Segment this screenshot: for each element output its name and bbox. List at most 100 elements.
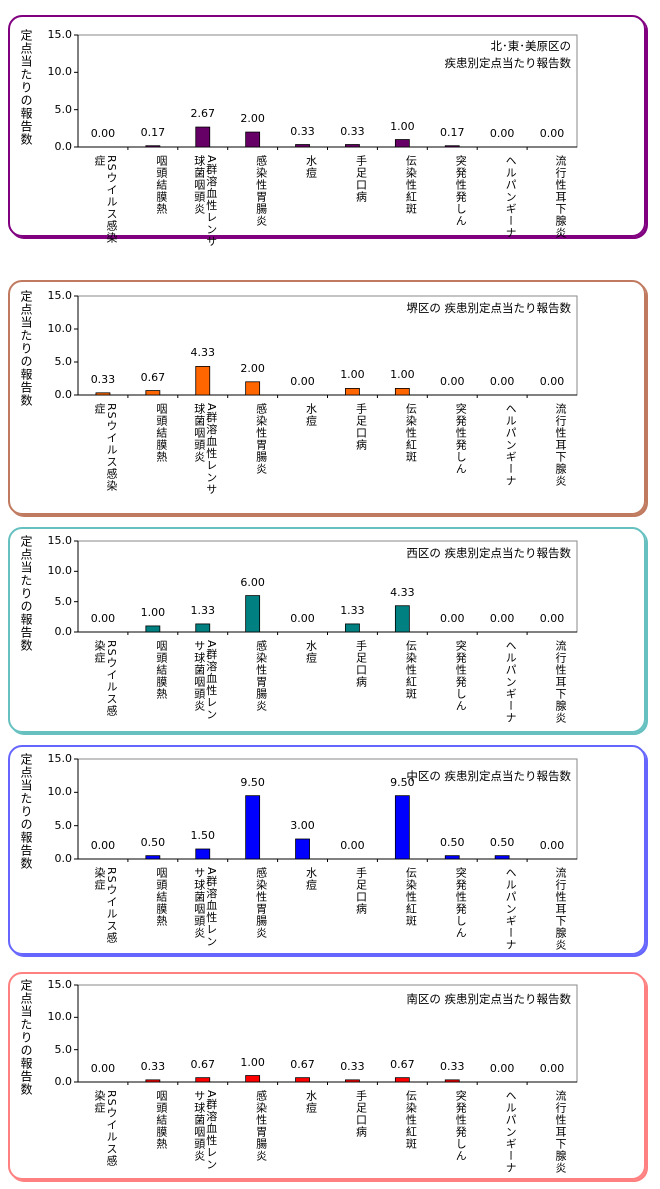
category-label: 流行性耳下腺炎 bbox=[554, 155, 568, 239]
category-label: RSウイルス感染症 bbox=[92, 867, 118, 944]
category-label: 伝染性紅斑 bbox=[404, 1090, 418, 1150]
value-label: 0.00 bbox=[539, 375, 565, 388]
chart-panel bbox=[8, 280, 646, 515]
value-label: 2.00 bbox=[240, 112, 265, 126]
value-label: 0.00 bbox=[539, 612, 565, 625]
category-label: 流行性耳下腺炎 bbox=[554, 1090, 568, 1174]
value-label: 0.00 bbox=[90, 839, 116, 852]
plot-area bbox=[77, 984, 578, 1083]
bar bbox=[245, 131, 261, 148]
category-label: 感染性胃腸炎 bbox=[254, 640, 268, 712]
bar bbox=[345, 144, 360, 148]
value-label: 0.67 bbox=[190, 1057, 216, 1071]
bar bbox=[394, 605, 410, 633]
plot-area bbox=[77, 758, 578, 860]
value-label: 1.33 bbox=[190, 603, 216, 617]
value-label: 1.00 bbox=[240, 1055, 265, 1069]
value-label: 0.67 bbox=[290, 1057, 315, 1071]
category-label: 感染性胃腸炎 bbox=[254, 867, 268, 939]
category-label: A群溶血性レンサ球菌咽頭炎 bbox=[192, 155, 218, 248]
category-label: A群溶血性レンサ球菌咽頭炎 bbox=[192, 403, 218, 496]
category-label: 流行性耳下腺炎 bbox=[554, 640, 568, 724]
y-tick-label: 0.0 bbox=[54, 1075, 73, 1088]
value-label: 0.00 bbox=[539, 1062, 565, 1075]
y-tick-label: 10.0 bbox=[47, 564, 73, 578]
value-label: 1.33 bbox=[340, 603, 365, 617]
value-label: 2.67 bbox=[190, 107, 216, 121]
category-label: 咽頭結膜熱 bbox=[154, 640, 168, 700]
category-label: 咽頭結膜熱 bbox=[154, 155, 168, 215]
value-label: 0.00 bbox=[489, 1062, 515, 1075]
bar bbox=[345, 387, 360, 396]
y-tick-label: 0.0 bbox=[54, 140, 73, 153]
chart-title-line: 堺区の 疾患別定点当たり報告数 bbox=[406, 301, 571, 315]
category-label: 伝染性紅斑 bbox=[404, 867, 418, 927]
y-axis-title: 定点当たりの報告数 bbox=[19, 979, 33, 1096]
chart-title-line: 疾患別定点当たり報告数 bbox=[444, 56, 572, 70]
value-label: 6.00 bbox=[240, 575, 265, 589]
bar bbox=[394, 139, 410, 148]
value-label: 0.50 bbox=[489, 835, 515, 849]
chart-title: 堺区の 疾患別定点当たり報告数 bbox=[406, 300, 571, 317]
bar bbox=[245, 381, 261, 396]
bar bbox=[145, 625, 161, 633]
category-label: 咽頭結膜熱 bbox=[154, 1090, 168, 1150]
category-label: 感染性胃腸炎 bbox=[254, 403, 268, 475]
y-axis-title: 定点当たりの報告数 bbox=[19, 535, 33, 652]
category-label: A群溶血性レンサ球菌咽頭炎 bbox=[192, 1090, 218, 1171]
category-label: 突発性発しん bbox=[454, 155, 468, 227]
category-label: 伝染性紅斑 bbox=[404, 155, 418, 215]
category-label: 感染性胃腸炎 bbox=[254, 1090, 268, 1162]
y-tick-label: 15.0 bbox=[47, 978, 73, 991]
bar bbox=[195, 366, 211, 396]
category-label: ヘルパンギーナ bbox=[504, 403, 518, 487]
category-label: 突発性発しん bbox=[454, 867, 468, 939]
chart-title-line: 西区の 疾患別定点当たり報告数 bbox=[406, 546, 571, 560]
plot-area bbox=[77, 34, 578, 148]
y-tick-label: 10.0 bbox=[47, 322, 73, 335]
category-label: ヘルパンギーナ bbox=[504, 640, 518, 724]
y-tick-label: 10.0 bbox=[47, 65, 73, 79]
bar bbox=[245, 1075, 261, 1083]
bar bbox=[494, 855, 510, 860]
value-label: 0.00 bbox=[489, 127, 515, 140]
plot-area bbox=[77, 540, 578, 633]
bar bbox=[444, 855, 460, 860]
value-label: 0.33 bbox=[140, 1059, 166, 1073]
chart-title: 南区の 疾患別定点当たり報告数 bbox=[406, 991, 571, 1008]
category-label: A群溶血性レンサ球菌咽頭炎 bbox=[192, 640, 218, 721]
category-label: 水痘 bbox=[304, 1090, 318, 1114]
value-label: 4.33 bbox=[190, 346, 216, 360]
category-label: 手足口病 bbox=[354, 1090, 368, 1138]
category-label: RSウイルス感染症 bbox=[92, 640, 118, 717]
bar bbox=[95, 392, 111, 396]
y-tick-label: 10.0 bbox=[47, 785, 73, 799]
category-label: 感染性胃腸炎 bbox=[254, 155, 268, 227]
value-label: 1.00 bbox=[340, 368, 365, 382]
value-label: 0.00 bbox=[90, 1062, 116, 1075]
bar bbox=[345, 623, 360, 633]
bar bbox=[345, 1079, 360, 1083]
y-axis-title: 定点当たりの報告数 bbox=[19, 753, 33, 870]
value-label: 0.67 bbox=[390, 1057, 415, 1071]
value-label: 0.00 bbox=[90, 127, 116, 140]
category-label: 手足口病 bbox=[354, 403, 368, 451]
bar bbox=[394, 1077, 410, 1083]
bar bbox=[195, 623, 211, 633]
y-tick-label: 15.0 bbox=[47, 28, 73, 41]
chart-title-line: 北･東･美原区の bbox=[490, 39, 572, 53]
y-tick-label: 5.0 bbox=[54, 594, 73, 608]
value-label: 0.33 bbox=[340, 1059, 365, 1073]
bar bbox=[145, 145, 161, 148]
category-label: ヘルパンギーナ bbox=[504, 1090, 518, 1174]
category-label: RSウイルス感染症 bbox=[92, 155, 118, 244]
value-label: 0.17 bbox=[440, 125, 465, 139]
category-label: 咽頭結膜熱 bbox=[154, 867, 168, 927]
chart-title: 北･東･美原区の疾患別定点当たり報告数 bbox=[445, 38, 572, 72]
category-label: 突発性発しん bbox=[454, 640, 468, 712]
chart-title: 西区の 疾患別定点当たり報告数 bbox=[406, 545, 571, 562]
bar bbox=[145, 1079, 161, 1083]
value-label: 9.50 bbox=[240, 775, 265, 789]
category-label: 水痘 bbox=[304, 640, 318, 664]
bar bbox=[245, 595, 261, 633]
